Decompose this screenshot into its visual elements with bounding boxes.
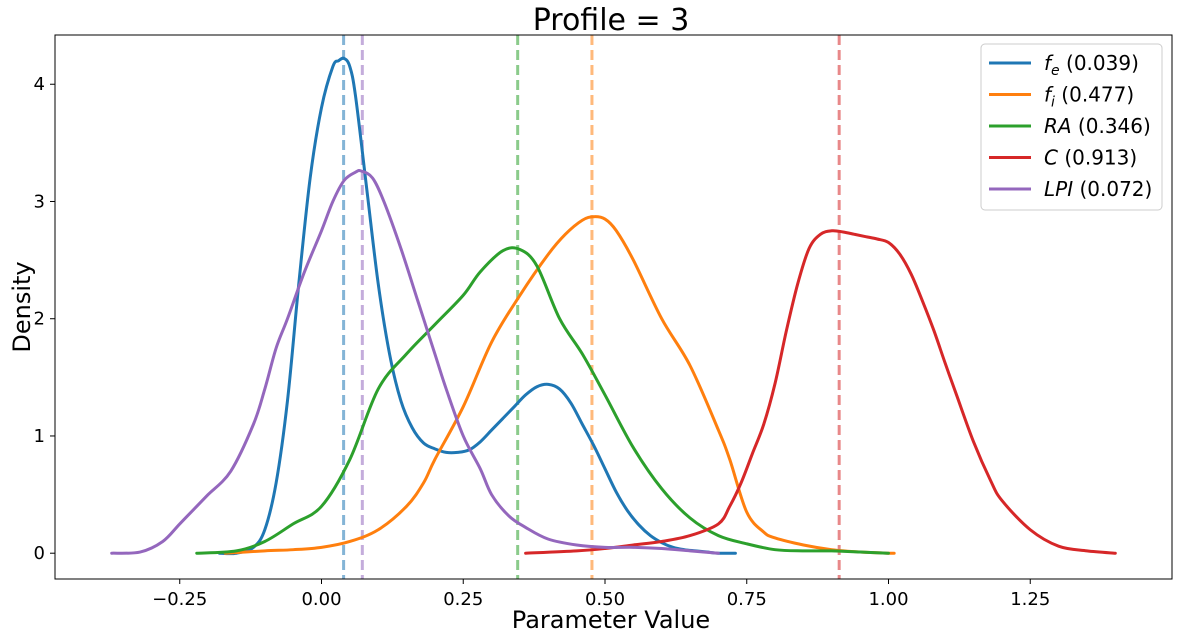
x-tick-label: 0.50	[585, 589, 625, 610]
series-line-lpi	[110, 169, 720, 555]
legend-label-ra: RA (0.346)	[1044, 114, 1151, 138]
x-tick-label: 0.25	[443, 589, 483, 610]
y-tick-label: 2	[34, 309, 45, 330]
density-curves	[110, 56, 1117, 556]
y-axis-title: Density	[8, 261, 36, 352]
legend-box	[980, 43, 1163, 211]
x-tick-label: 0.00	[301, 589, 341, 610]
legend: fe (0.039) fi (0.477) RA (0.346) C (0.913) L…	[980, 43, 1163, 211]
y-tick-label: 1	[34, 426, 45, 447]
y-axis: 0 1 2 3 4	[34, 74, 55, 564]
legend-label-f-e: fe (0.039)	[1044, 51, 1139, 79]
chart-title: Profile = 3	[533, 3, 690, 38]
x-axis: −0.25 0.00 0.25 0.50 0.75 1.00 1.25	[152, 579, 1050, 610]
series-line-ra	[195, 246, 890, 555]
series-line-f-i	[223, 215, 896, 555]
legend-label-c: C (0.913)	[1044, 146, 1137, 170]
legend-label-f-i: fi (0.477)	[1044, 83, 1134, 111]
legend-label-lpi: LPI (0.072)	[1044, 177, 1152, 201]
x-tick-label: 0.75	[727, 589, 767, 610]
plot-frame	[54, 34, 1173, 580]
y-tick-label: 4	[34, 74, 45, 95]
series-line-c	[524, 229, 1117, 555]
y-tick-label: 0	[34, 543, 45, 564]
x-axis-title: Parameter Value	[512, 606, 710, 634]
x-tick-label: 1.25	[1010, 589, 1050, 610]
x-tick-label: 1.00	[868, 589, 908, 610]
x-tick-label: −0.25	[152, 589, 207, 610]
y-tick-label: 3	[34, 191, 45, 212]
reference-lines	[342, 35, 841, 579]
series-line-f-e	[217, 56, 737, 556]
